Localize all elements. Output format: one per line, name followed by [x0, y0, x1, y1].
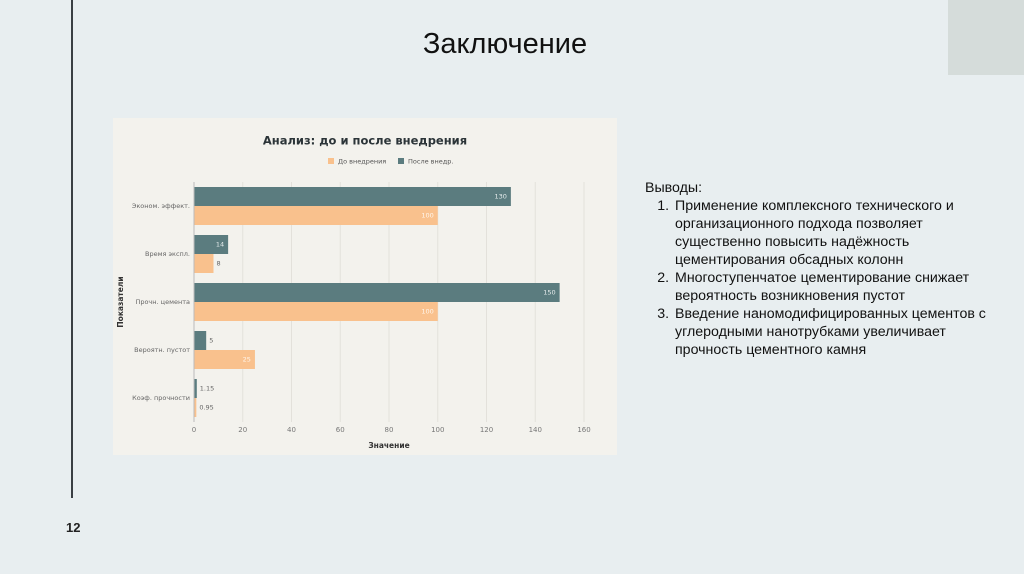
bar [194, 398, 197, 417]
slide-title: Заключение [422, 28, 588, 60]
bar [194, 206, 438, 225]
conclusions-list: Применение комплексного технического и о… [645, 197, 990, 359]
bar [194, 302, 438, 321]
legend-label: После внедр. [408, 158, 453, 166]
y-tick-label: Время экспл. [145, 250, 190, 258]
conclusions: Выводы: Применение комплексного техничес… [645, 179, 990, 359]
bar [194, 283, 560, 302]
x-tick-label: 20 [238, 426, 247, 434]
y-tick-label: Вероятн. пустот [134, 346, 190, 354]
value-label: 0.95 [199, 404, 213, 412]
page-number: 12 [66, 520, 81, 535]
legend-swatch [328, 158, 334, 164]
bar [194, 379, 197, 398]
x-tick-label: 140 [529, 426, 542, 434]
y-tick-label: Коэф. прочности [132, 394, 190, 402]
x-tick-label: 60 [336, 426, 345, 434]
value-label: 1.15 [200, 385, 214, 393]
value-label: 150 [543, 289, 555, 297]
value-label: 100 [421, 308, 433, 316]
x-tick-label: 160 [577, 426, 590, 434]
value-label: 8 [217, 260, 221, 268]
bar [194, 331, 207, 350]
x-tick-label: 100 [431, 426, 444, 434]
conclusions-heading: Выводы: [645, 180, 703, 196]
conclusion-item: Применение комплексного технического и о… [673, 197, 990, 269]
conclusion-item: Введение наномодифицированных цементов с… [673, 305, 990, 359]
corner-decoration [948, 0, 1024, 75]
y-tick-label: Прочн. цемента [135, 298, 190, 306]
chart-title: Анализ: до и после внедрения [263, 134, 467, 148]
value-label: 100 [421, 212, 433, 220]
y-tick-label: Эконом. эффект. [132, 202, 190, 210]
x-tick-label: 0 [192, 426, 196, 434]
x-tick-label: 40 [287, 426, 296, 434]
value-label: 130 [494, 193, 506, 201]
legend-swatch [398, 158, 404, 164]
bar [194, 187, 511, 206]
bar [194, 350, 255, 369]
legend-label: До внедрения [338, 158, 386, 166]
y-axis-label: Показатели [116, 276, 125, 327]
x-axis-label: Значение [368, 441, 409, 450]
value-label: 14 [216, 241, 224, 249]
value-label: 25 [243, 356, 251, 364]
conclusion-item: Многоступенчатое цементирование снижает … [673, 269, 990, 305]
vertical-rule [71, 0, 73, 498]
bar [194, 254, 214, 273]
value-label: 5 [209, 337, 213, 345]
bar [194, 235, 229, 254]
x-tick-label: 120 [480, 426, 493, 434]
x-tick-label: 80 [385, 426, 394, 434]
